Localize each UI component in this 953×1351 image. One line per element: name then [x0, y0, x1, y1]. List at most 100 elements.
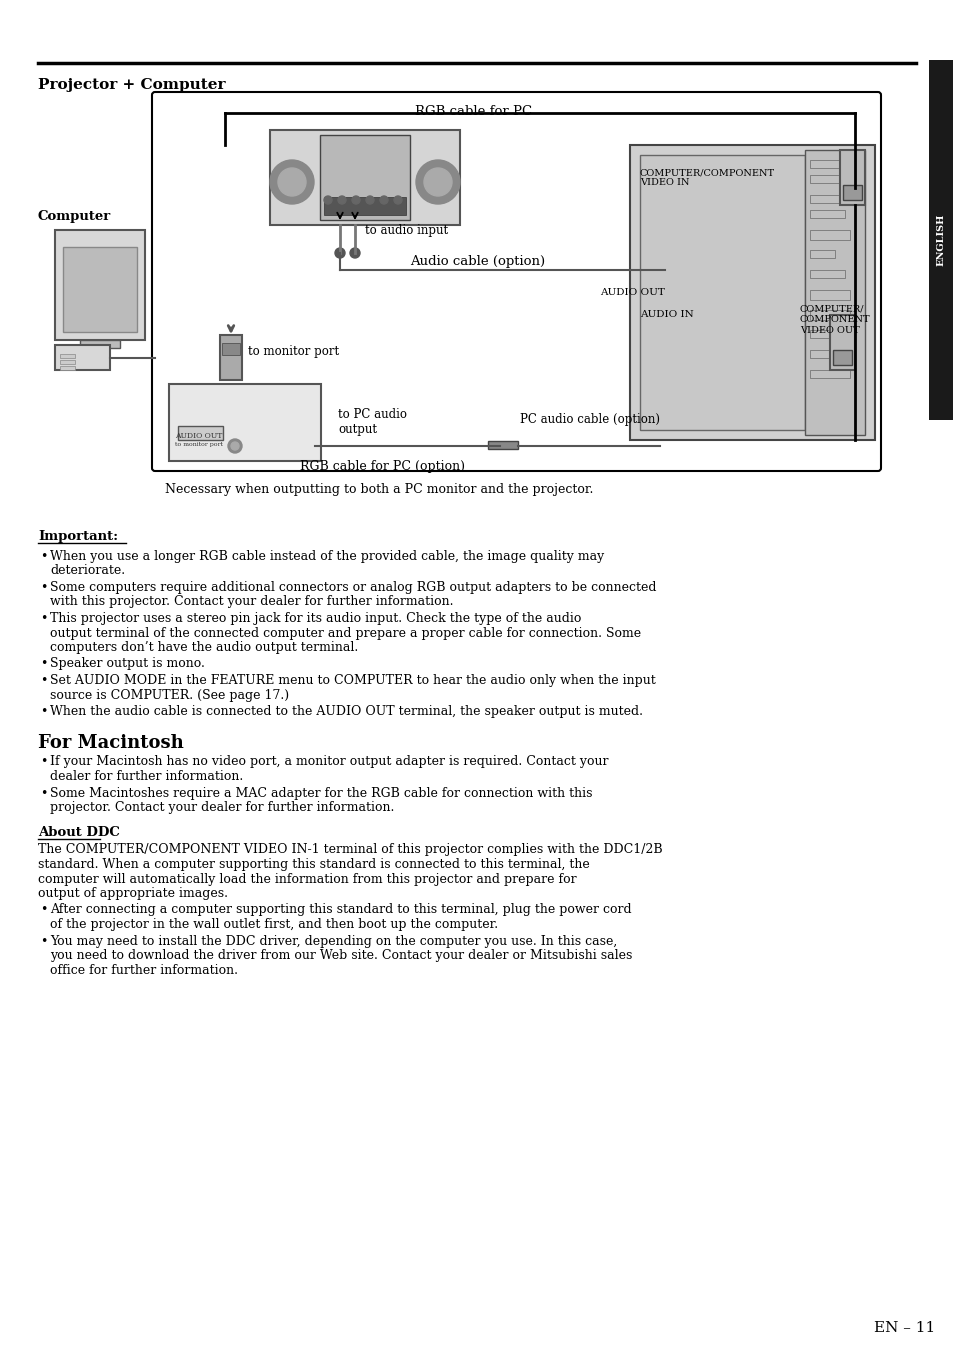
Text: •: •	[40, 755, 48, 769]
Text: projector. Contact your dealer for further information.: projector. Contact your dealer for furth…	[50, 801, 394, 815]
Text: standard. When a computer supporting this standard is connected to this terminal: standard. When a computer supporting thi…	[38, 858, 589, 871]
Bar	[60, 354, 75, 358]
Text: The COMPUTER/COMPONENT VIDEO IN-1 terminal of this projector complies with the D: The COMPUTER/COMPONENT VIDEO IN-1 termin…	[38, 843, 662, 857]
Bar	[80, 340, 120, 349]
Circle shape	[337, 196, 346, 204]
Bar	[629, 145, 874, 440]
Bar	[60, 359, 75, 363]
Bar	[809, 176, 849, 182]
Bar	[809, 230, 849, 240]
Text: About DDC: About DDC	[38, 825, 120, 839]
Text: output of appropriate images.: output of appropriate images.	[38, 888, 228, 900]
Text: Some Macintoshes require a MAC adapter for the RGB cable for connection with thi: Some Macintoshes require a MAC adapter f…	[50, 786, 592, 800]
Circle shape	[366, 196, 374, 204]
Text: AUDIO OUT: AUDIO OUT	[174, 432, 222, 440]
Text: to monitor port: to monitor port	[248, 345, 338, 358]
Text: AUDIO IN: AUDIO IN	[639, 309, 693, 319]
Text: You may need to install the DDC driver, depending on the computer you use. In th: You may need to install the DDC driver, …	[50, 935, 617, 947]
Text: computers don’t have the audio output terminal.: computers don’t have the audio output te…	[50, 640, 358, 654]
Bar	[928, 59, 953, 420]
Text: with this projector. Contact your dealer for further information.: with this projector. Contact your dealer…	[50, 596, 453, 608]
Text: Projector + Computer: Projector + Computer	[38, 78, 225, 92]
Text: output terminal of the connected computer and prepare a proper cable for connect: output terminal of the connected compute…	[50, 627, 640, 639]
Text: •: •	[40, 581, 48, 594]
Text: When you use a longer RGB cable instead of the provided cable, the image quality: When you use a longer RGB cable instead …	[50, 550, 603, 563]
Bar	[809, 209, 844, 218]
Bar	[55, 345, 110, 370]
Text: •: •	[40, 674, 48, 688]
Text: to monitor port: to monitor port	[174, 442, 223, 447]
Text: Computer: Computer	[38, 209, 112, 223]
Bar	[809, 309, 849, 320]
Bar	[809, 195, 844, 203]
Bar	[809, 370, 849, 378]
Text: For Macintosh: For Macintosh	[38, 734, 184, 751]
Bar	[840, 150, 864, 205]
Text: of the projector in the wall outlet first, and then boot up the computer.: of the projector in the wall outlet firs…	[50, 917, 497, 931]
Circle shape	[270, 159, 314, 204]
Text: This projector uses a stereo pin jack for its audio input. Check the type of the: This projector uses a stereo pin jack fo…	[50, 612, 580, 626]
Text: COMPUTER/COMPONENT
VIDEO IN: COMPUTER/COMPONENT VIDEO IN	[639, 168, 774, 188]
Text: EN – 11: EN – 11	[873, 1321, 934, 1335]
Text: to PC audio
output: to PC audio output	[337, 408, 407, 436]
Text: •: •	[40, 658, 48, 670]
Bar	[829, 315, 854, 370]
Circle shape	[350, 249, 359, 258]
Text: deteriorate.: deteriorate.	[50, 565, 125, 577]
Text: •: •	[40, 904, 48, 916]
Bar	[178, 426, 223, 440]
Text: you need to download the driver from our Web site. Contact your dealer or Mitsub: you need to download the driver from our…	[50, 948, 632, 962]
Text: dealer for further information.: dealer for further information.	[50, 770, 243, 784]
Bar	[639, 155, 804, 430]
Text: Some computers require additional connectors or analog RGB output adapters to be: Some computers require additional connec…	[50, 581, 656, 594]
Circle shape	[379, 196, 388, 204]
Bar	[63, 247, 137, 332]
Circle shape	[423, 168, 452, 196]
Text: to audio input: to audio input	[365, 224, 448, 236]
Text: •: •	[40, 550, 48, 563]
Bar	[842, 185, 862, 200]
Text: After connecting a computer supporting this standard to this terminal, plug the : After connecting a computer supporting t…	[50, 904, 631, 916]
Circle shape	[352, 196, 359, 204]
Circle shape	[394, 196, 401, 204]
Text: COMPUTER/
COMPONENT
VIDEO OUT: COMPUTER/ COMPONENT VIDEO OUT	[800, 305, 870, 335]
Bar	[809, 350, 849, 358]
Text: Important:: Important:	[38, 530, 118, 543]
Text: When the audio cable is connected to the AUDIO OUT terminal, the speaker output : When the audio cable is connected to the…	[50, 705, 642, 717]
Circle shape	[335, 249, 345, 258]
Bar	[809, 250, 834, 258]
FancyBboxPatch shape	[152, 92, 880, 471]
Bar	[488, 440, 517, 449]
Bar	[55, 230, 145, 340]
FancyBboxPatch shape	[169, 384, 320, 461]
Text: •: •	[40, 705, 48, 717]
Text: •: •	[40, 786, 48, 800]
Bar	[222, 343, 240, 355]
Text: office for further information.: office for further information.	[50, 963, 237, 977]
Bar	[809, 330, 844, 338]
Bar	[324, 197, 406, 215]
Text: PC audio cable (option): PC audio cable (option)	[519, 413, 659, 426]
Circle shape	[231, 442, 239, 450]
Text: Set AUDIO MODE in the FEATURE menu to COMPUTER to hear the audio only when the i: Set AUDIO MODE in the FEATURE menu to CO…	[50, 674, 655, 688]
Text: Speaker output is mono.: Speaker output is mono.	[50, 658, 205, 670]
Circle shape	[277, 168, 306, 196]
Bar	[809, 290, 849, 300]
Text: RGB cable for PC (option): RGB cable for PC (option)	[299, 459, 464, 473]
Circle shape	[228, 439, 242, 453]
Bar	[809, 159, 849, 168]
Bar	[809, 270, 844, 278]
Circle shape	[416, 159, 459, 204]
Bar	[220, 335, 242, 380]
Text: Necessary when outputting to both a PC monitor and the projector.: Necessary when outputting to both a PC m…	[165, 484, 593, 496]
Text: source is COMPUTER. (See page 17.): source is COMPUTER. (See page 17.)	[50, 689, 289, 701]
Bar	[60, 366, 75, 370]
Circle shape	[324, 196, 332, 204]
Text: •: •	[40, 612, 48, 626]
Text: AUDIO OUT: AUDIO OUT	[599, 288, 664, 297]
Text: computer will automatically load the information from this projector and prepare: computer will automatically load the inf…	[38, 873, 576, 885]
Bar	[270, 130, 459, 226]
Bar	[319, 135, 410, 220]
Bar	[804, 150, 864, 435]
Bar	[832, 350, 851, 365]
